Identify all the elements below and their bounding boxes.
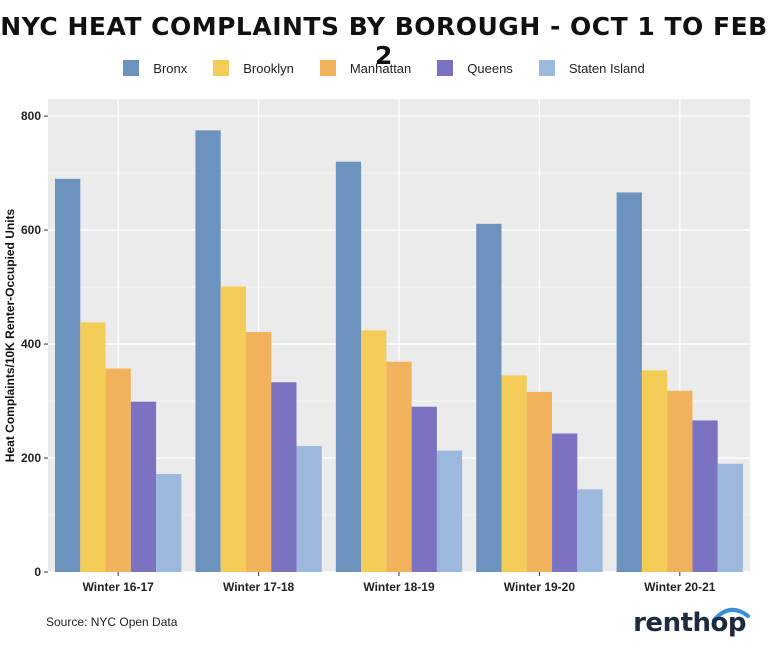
bar-brooklyn — [641, 370, 668, 572]
bar-brooklyn — [501, 375, 527, 572]
bar-manhattan — [526, 391, 553, 572]
bar-queens — [411, 406, 437, 572]
bar-bronx — [616, 192, 642, 572]
bar-queens — [271, 382, 297, 572]
legend-label: Bronx — [153, 60, 188, 76]
bar-queens — [130, 401, 157, 572]
legend-swatch — [123, 60, 140, 76]
y-axis-label: Heat Complaints/10K Renter-Occupied Unit… — [3, 208, 17, 462]
bar-queens — [692, 420, 718, 572]
legend-label: Brooklyn — [243, 60, 294, 76]
legend: Bronx Brooklyn Manhattan Queens Staten Islan… — [0, 60, 768, 76]
legend-item: Queens — [437, 60, 513, 76]
bar-bronx — [335, 161, 362, 572]
x-tick-label: Winter 17-18 — [223, 580, 295, 594]
legend-item: Brooklyn — [213, 60, 294, 76]
legend-item: Manhattan — [319, 60, 412, 76]
legend-swatch — [437, 60, 454, 76]
bar-bronx — [55, 178, 81, 572]
bar-bronx — [195, 130, 221, 572]
legend-label: Staten Island — [568, 60, 645, 76]
x-tick-label: Winter 20-21 — [644, 580, 716, 594]
bar-manhattan — [386, 361, 412, 572]
bar-brooklyn — [80, 322, 106, 572]
legend-label: Queens — [467, 60, 513, 76]
bar-brooklyn — [220, 286, 246, 572]
bar-bronx — [476, 223, 502, 572]
y-tick-label: 400 — [21, 337, 41, 351]
legend-item: Bronx — [123, 60, 187, 76]
y-tick-label: 800 — [21, 109, 41, 123]
legend-swatch — [319, 60, 336, 76]
y-tick-label: 600 — [21, 223, 41, 237]
legend-swatch — [538, 60, 555, 76]
x-tick-label: Winter 18-19 — [363, 580, 435, 594]
brand-arc-icon — [712, 608, 750, 622]
source-note: Source: NYC Open Data — [46, 615, 178, 629]
brand-logo: renthop — [633, 608, 746, 638]
bar-staten-island — [717, 463, 743, 572]
legend-swatch — [213, 60, 230, 76]
bar-queens — [552, 433, 578, 572]
legend-item: Staten Island — [538, 60, 645, 76]
bar-staten-island — [436, 450, 463, 572]
legend-label: Manhattan — [349, 60, 412, 76]
bar-staten-island — [296, 446, 322, 572]
bar-manhattan — [105, 368, 131, 572]
y-tick-label: 200 — [21, 451, 41, 465]
y-tick-label: 0 — [34, 565, 41, 579]
x-tick-label: Winter 19-20 — [504, 580, 576, 594]
chart-title: NYC HEAT COMPLAINTS BY BOROUGH - OCT 1 T… — [0, 12, 768, 70]
x-tick-label: Winter 16-17 — [83, 580, 155, 594]
bar-brooklyn — [361, 330, 387, 572]
bar-manhattan — [245, 332, 272, 572]
bar-staten-island — [156, 473, 182, 572]
bar-staten-island — [577, 489, 603, 572]
bar-manhattan — [667, 390, 693, 572]
